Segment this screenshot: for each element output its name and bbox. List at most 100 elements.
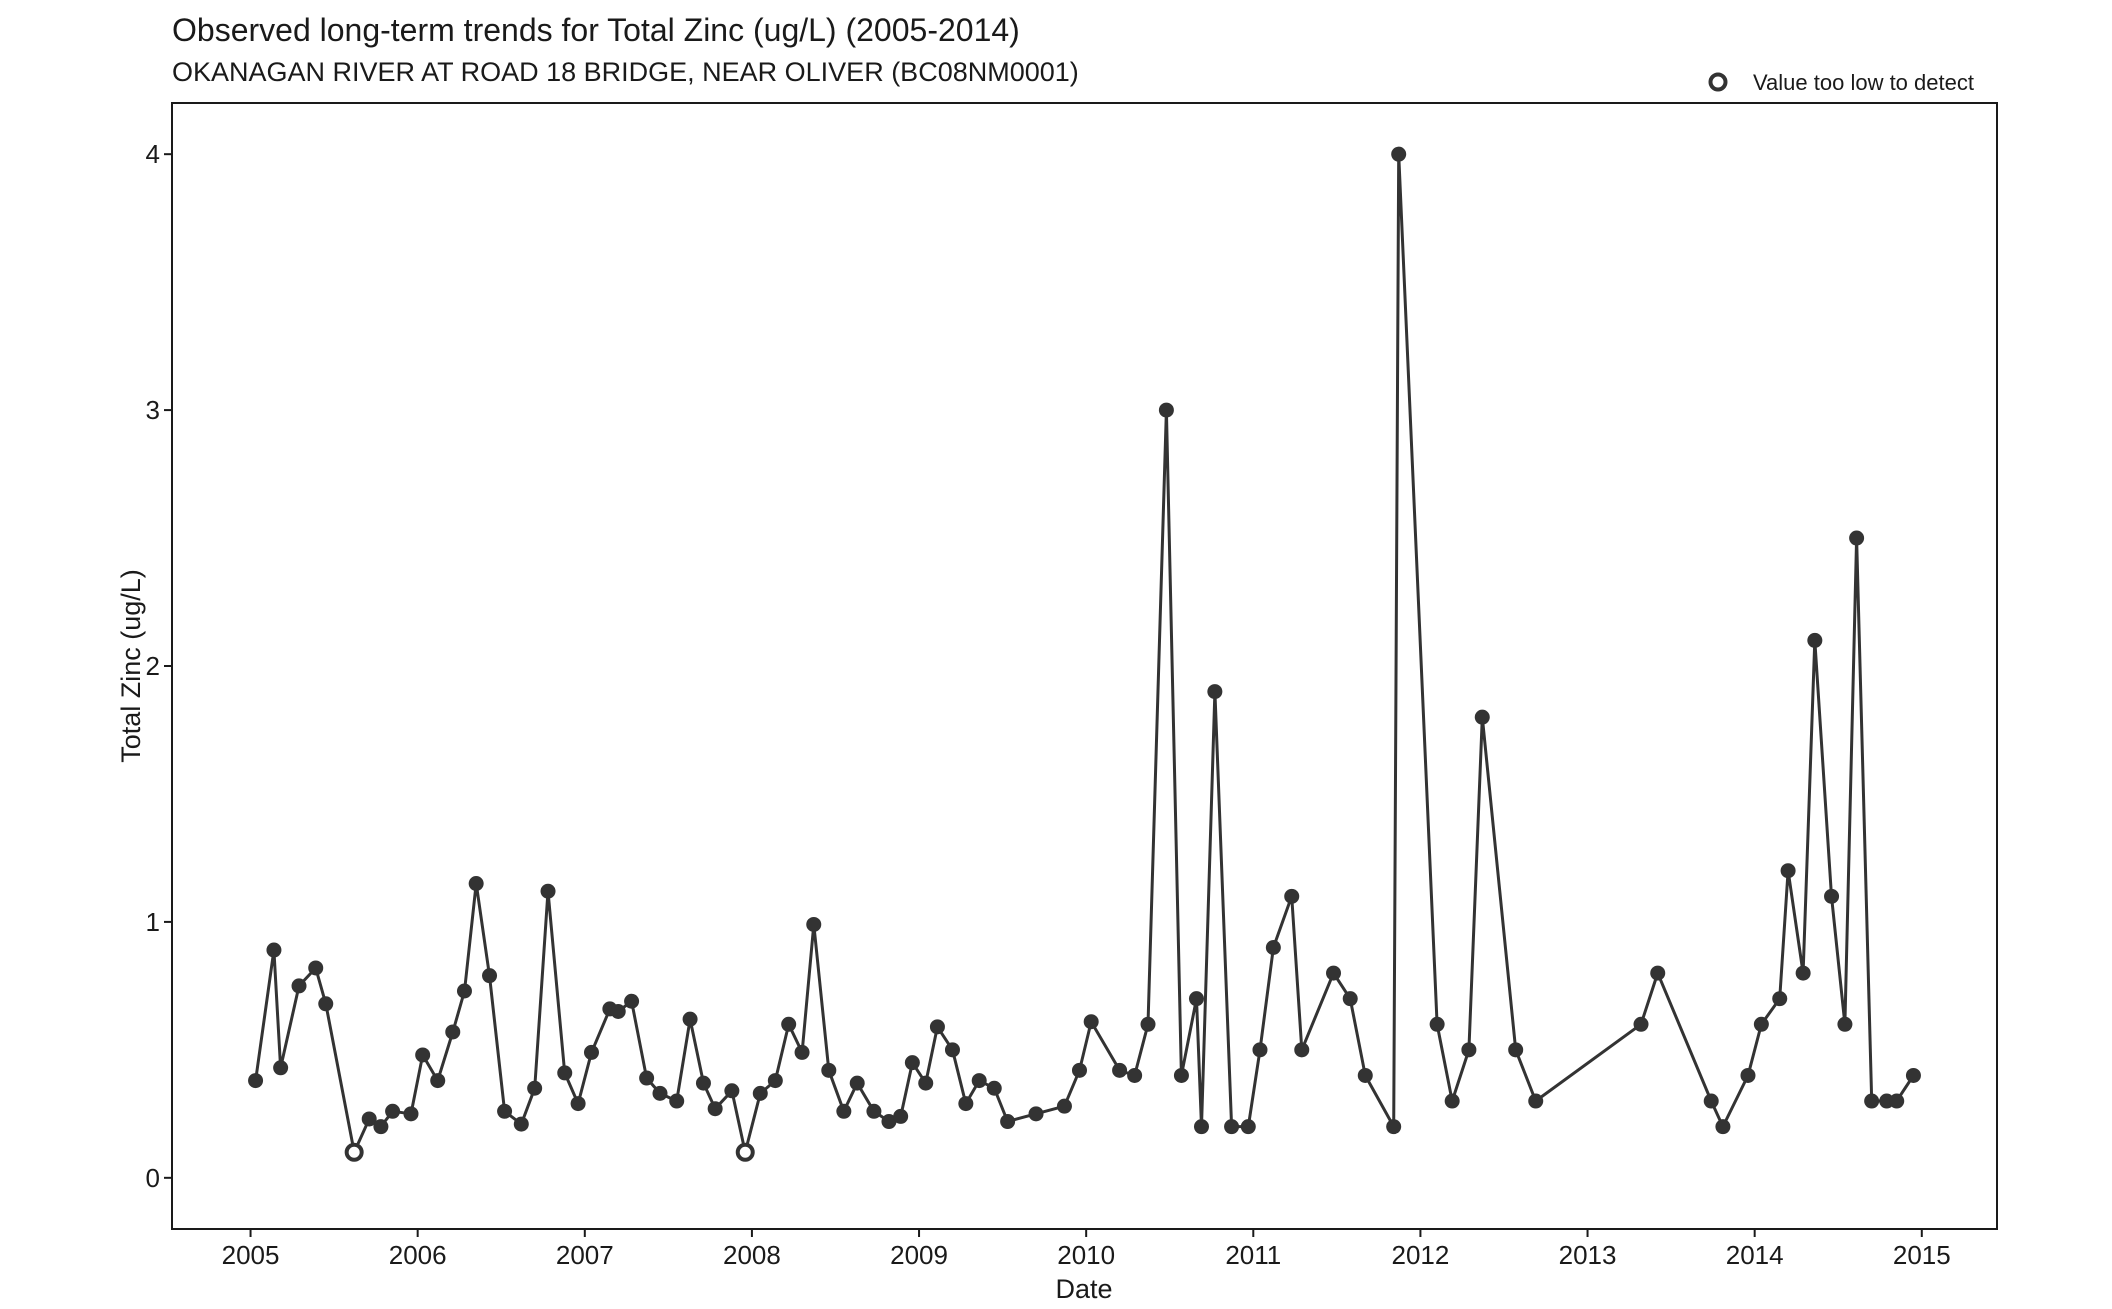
data-point [497, 1103, 513, 1119]
data-point [944, 1042, 960, 1058]
data-point [456, 983, 472, 999]
data-point [881, 1114, 897, 1130]
plot-panel [171, 102, 1998, 1230]
data-point [583, 1044, 599, 1060]
x-axis-title: Date [1055, 1274, 1112, 1304]
y-tick-label: 1 [146, 907, 160, 937]
data-point [570, 1096, 586, 1112]
data-point [849, 1075, 865, 1091]
data-point [1112, 1062, 1128, 1078]
data-point [904, 1055, 920, 1071]
data-point [1294, 1042, 1310, 1058]
data-point [248, 1073, 264, 1089]
data-point [1905, 1067, 1921, 1083]
chart-title: Observed long-term trends for Total Zinc… [172, 12, 1020, 48]
data-point [767, 1073, 783, 1089]
data-point [1193, 1119, 1209, 1135]
data-point [291, 978, 307, 994]
legend: Value too low to detect [1708, 70, 1974, 95]
y-tick-label: 2 [146, 651, 160, 681]
x-tick-label: 2015 [1893, 1240, 1951, 1270]
data-point [308, 960, 324, 976]
data-point [986, 1080, 1002, 1096]
data-point [1240, 1119, 1256, 1135]
data-point [1715, 1119, 1731, 1135]
data-point [781, 1016, 797, 1032]
data-point [1173, 1067, 1189, 1083]
data-point [1386, 1119, 1402, 1135]
legend-label: Value too low to detect [1753, 70, 1974, 95]
data-point [893, 1108, 909, 1124]
data-point [1795, 965, 1811, 981]
data-point [468, 876, 484, 892]
y-axis: 0 1 2 3 4 [146, 139, 172, 1193]
data-point [707, 1101, 723, 1117]
data-point [866, 1103, 882, 1119]
data-point [1528, 1093, 1544, 1109]
data-point [1753, 1016, 1769, 1032]
data-point [1224, 1119, 1240, 1135]
data-point [682, 1011, 698, 1027]
data-point [794, 1044, 810, 1060]
data-point [445, 1024, 461, 1040]
data-point [724, 1083, 740, 1099]
data-point [836, 1103, 852, 1119]
data-point [1391, 146, 1407, 162]
data-point [1444, 1093, 1460, 1109]
data-point [929, 1019, 945, 1035]
legend-open-circle-icon [1708, 72, 1728, 92]
data-point [1140, 1016, 1156, 1032]
data-point [669, 1093, 685, 1109]
y-tick-label: 4 [146, 139, 160, 169]
x-tick-label: 2006 [389, 1240, 447, 1270]
data-point [1188, 991, 1204, 1007]
data-point [1889, 1093, 1905, 1109]
data-point [1461, 1042, 1477, 1058]
data-point [1864, 1093, 1880, 1109]
data-point [1650, 965, 1666, 981]
x-tick-label: 2005 [222, 1240, 280, 1270]
data-point [273, 1060, 289, 1076]
chart-subtitle: OKANAGAN RIVER AT ROAD 18 BRIDGE, NEAR O… [172, 57, 1079, 87]
data-point [639, 1070, 655, 1086]
data-point [1252, 1042, 1268, 1058]
data-point [652, 1085, 668, 1101]
series-line [254, 152, 1915, 1154]
data-point [821, 1062, 837, 1078]
x-tick-label: 2012 [1391, 1240, 1449, 1270]
data-point [557, 1065, 573, 1081]
x-tick-label: 2008 [723, 1240, 781, 1270]
data-point [1837, 1016, 1853, 1032]
y-tick-label: 0 [146, 1163, 160, 1193]
data-point [318, 996, 334, 1012]
data-point [918, 1075, 934, 1091]
x-tick-label: 2014 [1726, 1240, 1784, 1270]
x-tick-label: 2009 [890, 1240, 948, 1270]
data-point-below-detection [344, 1142, 364, 1162]
data-point [1284, 888, 1300, 904]
x-tick-label: 2013 [1559, 1240, 1617, 1270]
data-point [1207, 684, 1223, 700]
data-point [527, 1080, 543, 1096]
x-axis: 2005 2006 2007 2008 2009 2010 2011 2012 2013 2014… [222, 1229, 1951, 1270]
data-point [1326, 965, 1342, 981]
data-point [1780, 863, 1796, 879]
data-point [1342, 991, 1358, 1007]
data-point [1849, 530, 1865, 546]
data-point [1824, 888, 1840, 904]
data-point [806, 916, 822, 932]
data-point [1083, 1014, 1099, 1030]
data-point [1265, 940, 1281, 955]
data-point [1127, 1067, 1143, 1083]
x-tick-label: 2011 [1225, 1240, 1281, 1270]
data-point [403, 1106, 419, 1122]
data-point [610, 1003, 626, 1019]
data-point [513, 1116, 529, 1132]
data-point [361, 1111, 377, 1127]
data-point [1703, 1093, 1719, 1109]
data-point [1028, 1106, 1044, 1122]
data-point [752, 1085, 768, 1101]
data-point [1071, 1062, 1087, 1078]
data-point-below-detection [735, 1142, 755, 1162]
